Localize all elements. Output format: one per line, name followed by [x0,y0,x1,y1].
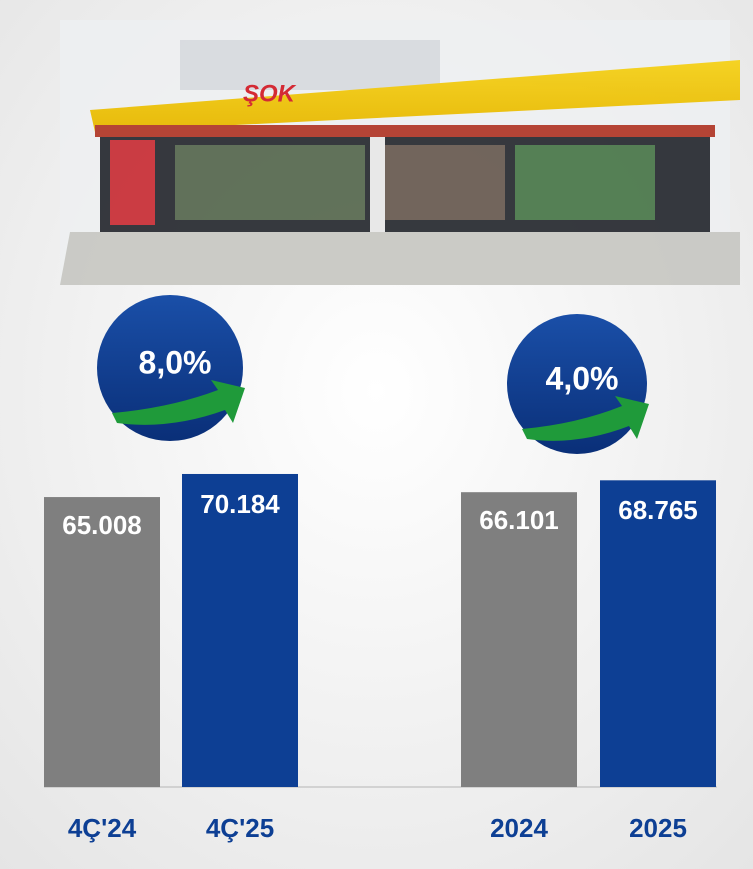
growth-label: 8,0% [139,344,212,380]
value-label: 68.765 [618,495,698,525]
svg-text:ŞOK: ŞOK [243,80,297,107]
value-label: 65.008 [62,510,142,540]
value-label: 70.184 [200,489,280,519]
value-label: 66.101 [479,505,559,535]
chart: ŞOK 65.008 4Ç'24 70.184 4Ç'25 66.101 2024 68.7… [0,0,753,869]
bar [182,474,298,787]
x-tick-label: 2025 [629,813,687,843]
bar [44,497,160,787]
x-tick-label: 2024 [490,813,548,843]
growth-label: 4,0% [546,360,619,396]
x-tick-label: 4Ç'25 [206,813,274,843]
bar [600,480,716,787]
bar [461,492,577,787]
store-photo: ŞOK [60,20,740,285]
x-tick-label: 4Ç'24 [68,813,137,843]
